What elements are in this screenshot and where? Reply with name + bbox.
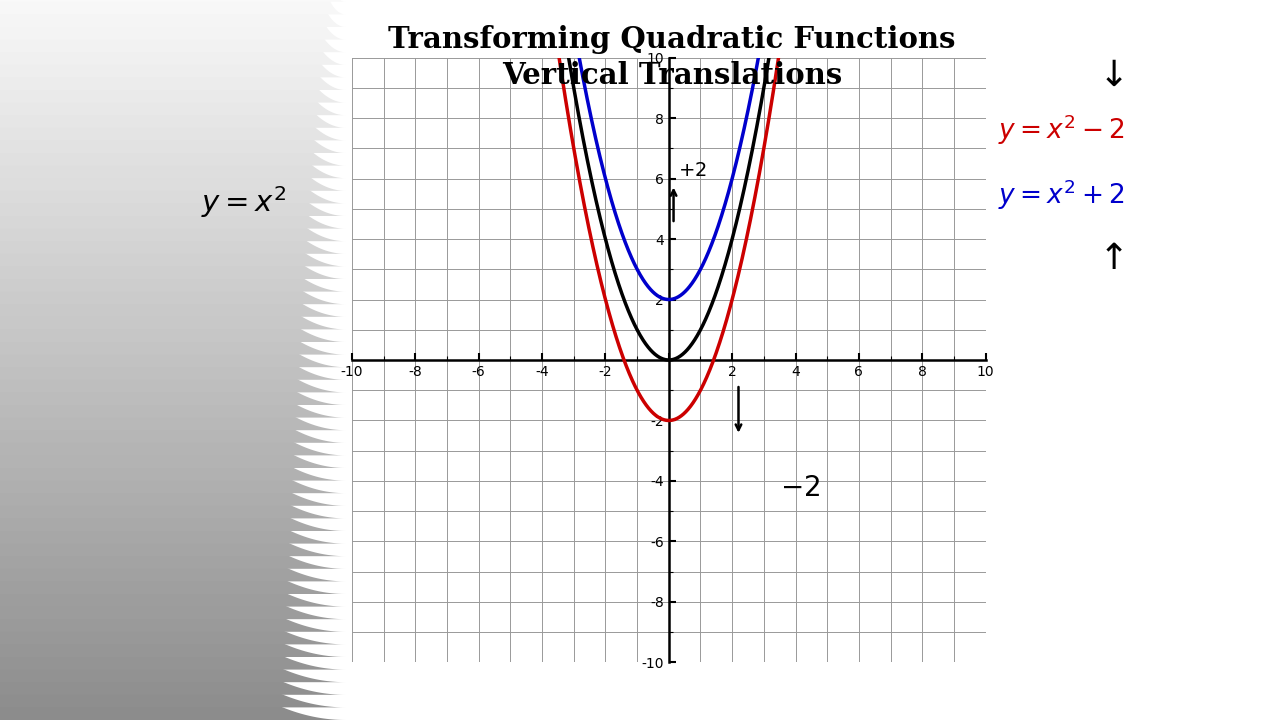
Text: Vertical Translations: Vertical Translations	[502, 61, 842, 90]
Text: $+2$: $+2$	[678, 161, 707, 179]
Text: $\uparrow$: $\uparrow$	[1092, 242, 1123, 276]
Text: $y = x^2 + 2$: $y = x^2 + 2$	[998, 177, 1125, 212]
Text: Transforming Quadratic Functions: Transforming Quadratic Functions	[388, 25, 956, 54]
Text: $y = x^2 - 2$: $y = x^2 - 2$	[998, 112, 1125, 147]
Text: $\downarrow$: $\downarrow$	[1092, 58, 1123, 93]
Text: $y = x^2$: $y = x^2$	[201, 184, 285, 220]
Text: $-2$: $-2$	[780, 475, 819, 502]
